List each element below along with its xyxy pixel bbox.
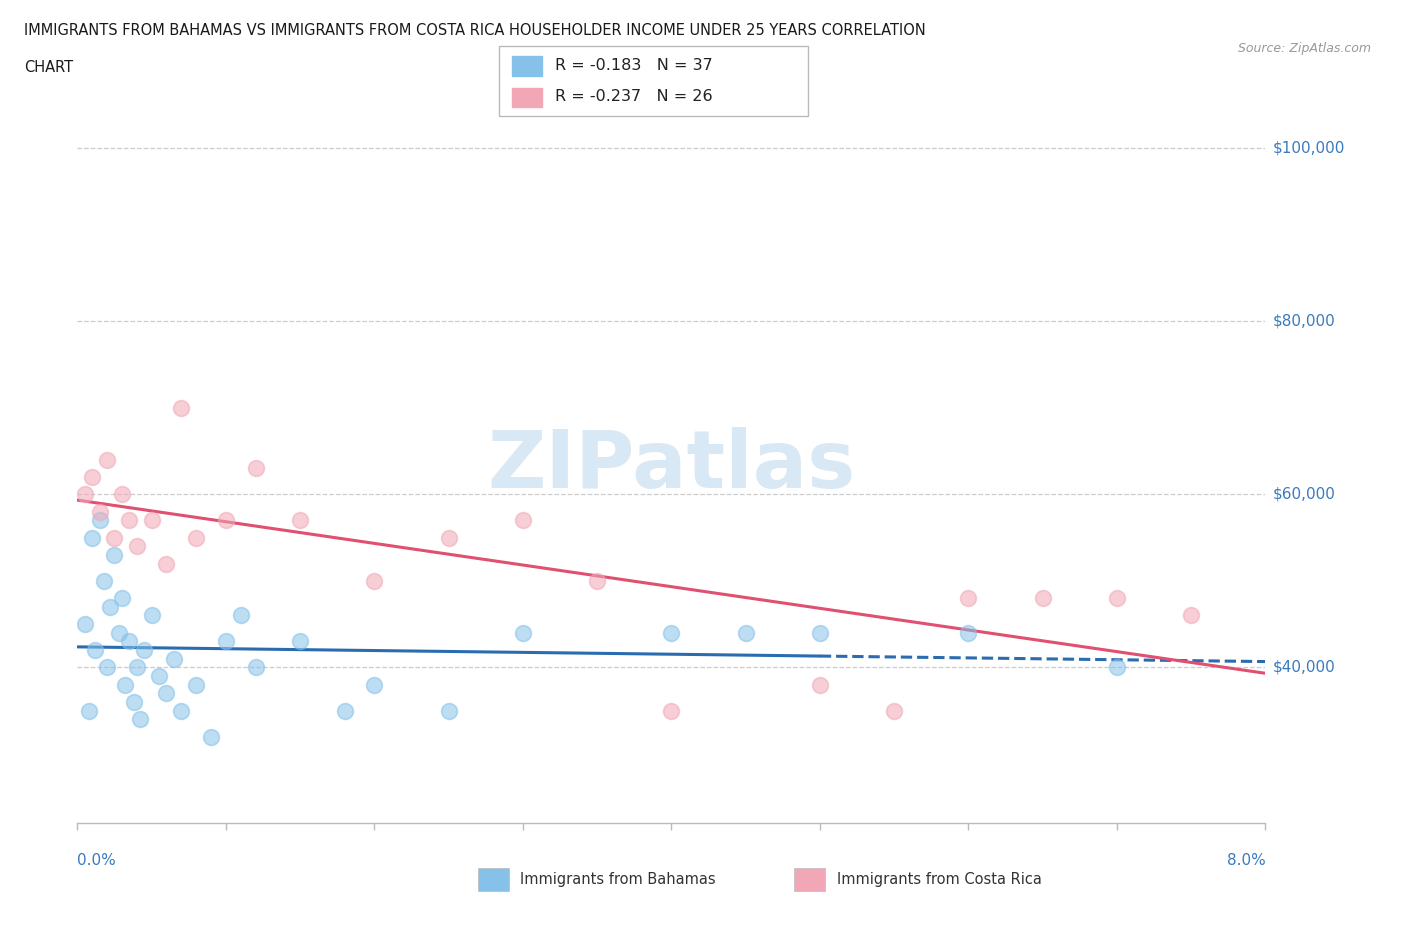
- Text: Immigrants from Costa Rica: Immigrants from Costa Rica: [837, 872, 1042, 887]
- Point: [73, 617, 96, 631]
- Point: [808, 625, 831, 640]
- Point: [215, 634, 238, 649]
- Text: $100,000: $100,000: [1272, 140, 1344, 155]
- Point: [111, 591, 134, 605]
- Point: [586, 574, 609, 589]
- Point: [163, 651, 186, 666]
- Point: [512, 625, 534, 640]
- Point: [200, 729, 222, 744]
- Point: [363, 574, 385, 589]
- Point: [333, 703, 356, 718]
- Point: [141, 512, 163, 527]
- Point: [437, 703, 460, 718]
- Text: ZIPatlas: ZIPatlas: [488, 427, 855, 505]
- Text: $60,000: $60,000: [1272, 486, 1336, 502]
- Point: [118, 634, 141, 649]
- Point: [134, 643, 156, 658]
- Text: $80,000: $80,000: [1272, 313, 1336, 329]
- Point: [808, 677, 831, 692]
- Point: [186, 677, 208, 692]
- Point: [148, 669, 170, 684]
- Point: [73, 487, 96, 502]
- Point: [118, 512, 141, 527]
- Point: [155, 556, 177, 571]
- Text: CHART: CHART: [24, 60, 73, 75]
- Point: [186, 530, 208, 545]
- Point: [1032, 591, 1054, 605]
- Point: [125, 538, 148, 553]
- Point: [215, 512, 238, 527]
- Point: [103, 530, 125, 545]
- Point: [122, 695, 145, 710]
- Text: IMMIGRANTS FROM BAHAMAS VS IMMIGRANTS FROM COSTA RICA HOUSEHOLDER INCOME UNDER 2: IMMIGRANTS FROM BAHAMAS VS IMMIGRANTS FR…: [24, 23, 925, 38]
- Text: Source: ZipAtlas.com: Source: ZipAtlas.com: [1237, 42, 1371, 55]
- Text: $40,000: $40,000: [1272, 659, 1336, 675]
- Point: [437, 530, 460, 545]
- Point: [89, 504, 111, 519]
- Point: [245, 461, 267, 476]
- Point: [77, 703, 100, 718]
- Point: [229, 608, 252, 623]
- Point: [170, 703, 193, 718]
- Text: 8.0%: 8.0%: [1226, 853, 1265, 868]
- Point: [512, 512, 534, 527]
- Point: [957, 625, 980, 640]
- Text: R = -0.183   N = 37: R = -0.183 N = 37: [555, 58, 713, 73]
- Point: [84, 643, 107, 658]
- Point: [108, 625, 131, 640]
- Point: [1105, 660, 1128, 675]
- Point: [96, 452, 118, 467]
- Point: [661, 703, 683, 718]
- FancyBboxPatch shape: [512, 87, 543, 107]
- Point: [125, 660, 148, 675]
- FancyBboxPatch shape: [512, 56, 543, 76]
- Point: [245, 660, 267, 675]
- Point: [82, 470, 104, 485]
- Point: [141, 608, 163, 623]
- Point: [93, 574, 115, 589]
- Point: [128, 711, 150, 726]
- Text: Immigrants from Bahamas: Immigrants from Bahamas: [520, 872, 716, 887]
- Point: [170, 400, 193, 415]
- FancyBboxPatch shape: [499, 46, 808, 116]
- Point: [661, 625, 683, 640]
- Point: [111, 487, 134, 502]
- Point: [82, 530, 104, 545]
- Point: [288, 512, 311, 527]
- Point: [89, 512, 111, 527]
- Point: [96, 660, 118, 675]
- Text: 0.0%: 0.0%: [77, 853, 117, 868]
- Text: R = -0.237   N = 26: R = -0.237 N = 26: [555, 89, 713, 104]
- Point: [103, 548, 125, 563]
- Point: [734, 625, 756, 640]
- Point: [1105, 591, 1128, 605]
- Point: [363, 677, 385, 692]
- Point: [114, 677, 136, 692]
- Point: [883, 703, 905, 718]
- Point: [155, 685, 177, 700]
- Point: [288, 634, 311, 649]
- Point: [1180, 608, 1202, 623]
- Point: [98, 599, 121, 614]
- Point: [957, 591, 980, 605]
